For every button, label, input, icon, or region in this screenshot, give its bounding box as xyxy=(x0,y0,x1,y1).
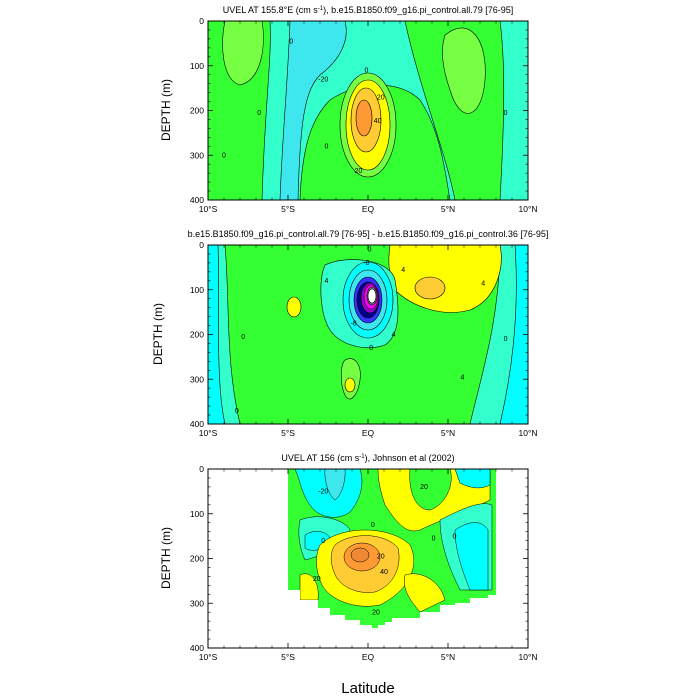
panel-1-title: UVEL AT 155.8°E (cm s-1), b.e15.B1850.f0… xyxy=(223,5,513,15)
panel-3-title: UVEL AT 156 (cm s-1), Johnson et al (200… xyxy=(281,453,454,463)
ytick-label: 100 xyxy=(190,509,204,519)
contour-label: 0 xyxy=(504,110,508,117)
fill-se-yellow xyxy=(404,573,446,613)
contour-label: 20 xyxy=(355,168,363,175)
panel-observed-uvel: UVEL AT 156 (cm s-1), Johnson et al (200… xyxy=(159,453,538,662)
xtick-label: 5°S xyxy=(281,428,295,438)
contour-label: 0 xyxy=(257,110,261,117)
ytick-label: 300 xyxy=(190,374,204,384)
fill-gold-spot xyxy=(414,276,446,300)
fill-no-data xyxy=(208,469,528,648)
contour-label: 20 xyxy=(313,576,321,583)
fill-lobe-1 xyxy=(222,21,264,86)
panel-model-uvel: UVEL AT 155.8°E (cm s-1), b.e15.B1850.f0… xyxy=(159,5,538,214)
xtick-label: 5°S xyxy=(281,652,295,662)
xtick-label: 5°N xyxy=(441,428,455,438)
contour-label: 0 xyxy=(504,336,508,343)
ytick-label: 0 xyxy=(199,240,204,250)
panel-1-contour-labels: 0 -20 0 0 0 0 20 40 20 0 xyxy=(222,38,508,175)
fill-north-green-patch xyxy=(409,469,452,511)
contour-label: 0 xyxy=(452,533,456,540)
panel-2-ylabel: DEPTH (m) xyxy=(151,303,165,365)
panel-difference: b.e15.B1850.f09_g16.pi_control.all.79 [7… xyxy=(151,229,548,438)
contour-label: 20 xyxy=(377,94,385,101)
contour-label: 0 xyxy=(432,536,436,543)
xtick-label: 10°N xyxy=(519,428,538,438)
ytick-label: 200 xyxy=(190,330,204,340)
xtick-label: 5°N xyxy=(441,652,455,662)
ytick-label: 400 xyxy=(190,195,204,205)
panel-1-contour-fill xyxy=(208,21,528,200)
fill-euc-4 xyxy=(350,547,370,563)
fill-neg-9 xyxy=(367,288,377,304)
ytick-label: 200 xyxy=(190,554,204,564)
contour-label: 0 xyxy=(235,408,239,415)
panel-2-contour-fill xyxy=(208,245,528,424)
xtick-label: 5°N xyxy=(441,204,455,214)
xtick-label: EQ xyxy=(362,204,375,214)
fill-east-cyan xyxy=(454,522,489,591)
ytick-label: 400 xyxy=(190,419,204,429)
contour-label: 40 xyxy=(380,569,388,576)
contour-label: 20 xyxy=(377,554,385,561)
fill-lobe-2 xyxy=(442,27,486,114)
contour-label: 0 xyxy=(241,334,245,341)
fill-cyan-north-core xyxy=(294,469,363,518)
contour-label: 0 xyxy=(324,144,328,151)
xtick-label: 10°S xyxy=(199,652,218,662)
xtick-label: EQ xyxy=(362,428,375,438)
contour-label: 0 xyxy=(368,247,372,254)
ytick-label: 400 xyxy=(190,643,204,653)
ytick-label: 300 xyxy=(190,598,204,608)
contour-label: 0 xyxy=(289,38,293,45)
figure-xlabel: Latitude xyxy=(341,680,394,697)
contour-label: -8 xyxy=(363,260,369,267)
panel-3-ylabel: DEPTH (m) xyxy=(159,527,173,589)
contour-label: -8 xyxy=(350,321,356,328)
panel-1-ylabel: DEPTH (m) xyxy=(159,79,173,141)
ytick-label: 100 xyxy=(190,285,204,295)
contour-label: 0 xyxy=(222,152,226,159)
contour-label: 4 xyxy=(401,267,405,274)
fill-yellow-spot-1 xyxy=(286,296,302,318)
ytick-label: 200 xyxy=(190,106,204,116)
fill-cyan-inner xyxy=(324,469,346,501)
ytick-label: 300 xyxy=(190,150,204,160)
contour-label: 20 xyxy=(420,484,428,491)
fill-ne-cyan xyxy=(454,469,491,489)
ytick-label: 0 xyxy=(199,16,204,26)
xtick-label: 10°N xyxy=(519,204,538,214)
panel-3-contour-labels: -20 20 0 0 20 40 20 0 20 0 xyxy=(313,484,457,616)
contour-label: 4 xyxy=(460,374,464,381)
contour-label: 0 xyxy=(364,67,368,74)
contour-label: 4 xyxy=(481,280,485,287)
contour-label: 20 xyxy=(372,609,380,616)
xtick-label: 10°N xyxy=(519,652,538,662)
fill-euc-4 xyxy=(355,99,373,137)
contour-label: 0 xyxy=(371,522,375,529)
contour-label: 4 xyxy=(324,278,328,285)
fill-yellow-spot-2 xyxy=(344,377,356,393)
xtick-label: 10°S xyxy=(199,428,218,438)
xtick-label: 5°S xyxy=(281,204,295,214)
contour-label: -20 xyxy=(318,76,328,83)
panel-2-contour-labels: 0 -8 4 4 -8 4 0 4 4 0 0 0 xyxy=(235,247,508,415)
panel-3-contour-fill xyxy=(208,469,528,648)
panel-2-title: b.e15.B1850.f09_g16.pi_control.all.79 [7… xyxy=(188,229,549,239)
contour-label: 0 xyxy=(321,538,325,545)
contour-label: 0 xyxy=(369,345,373,352)
contour-label: 4 xyxy=(392,332,396,339)
contour-label: 40 xyxy=(374,118,382,125)
fill-cyan-tongue xyxy=(279,21,347,200)
xtick-label: EQ xyxy=(362,652,375,662)
contour-label: -20 xyxy=(318,489,328,496)
ytick-label: 100 xyxy=(190,61,204,71)
ytick-label: 0 xyxy=(199,464,204,474)
xtick-label: 10°S xyxy=(199,204,218,214)
